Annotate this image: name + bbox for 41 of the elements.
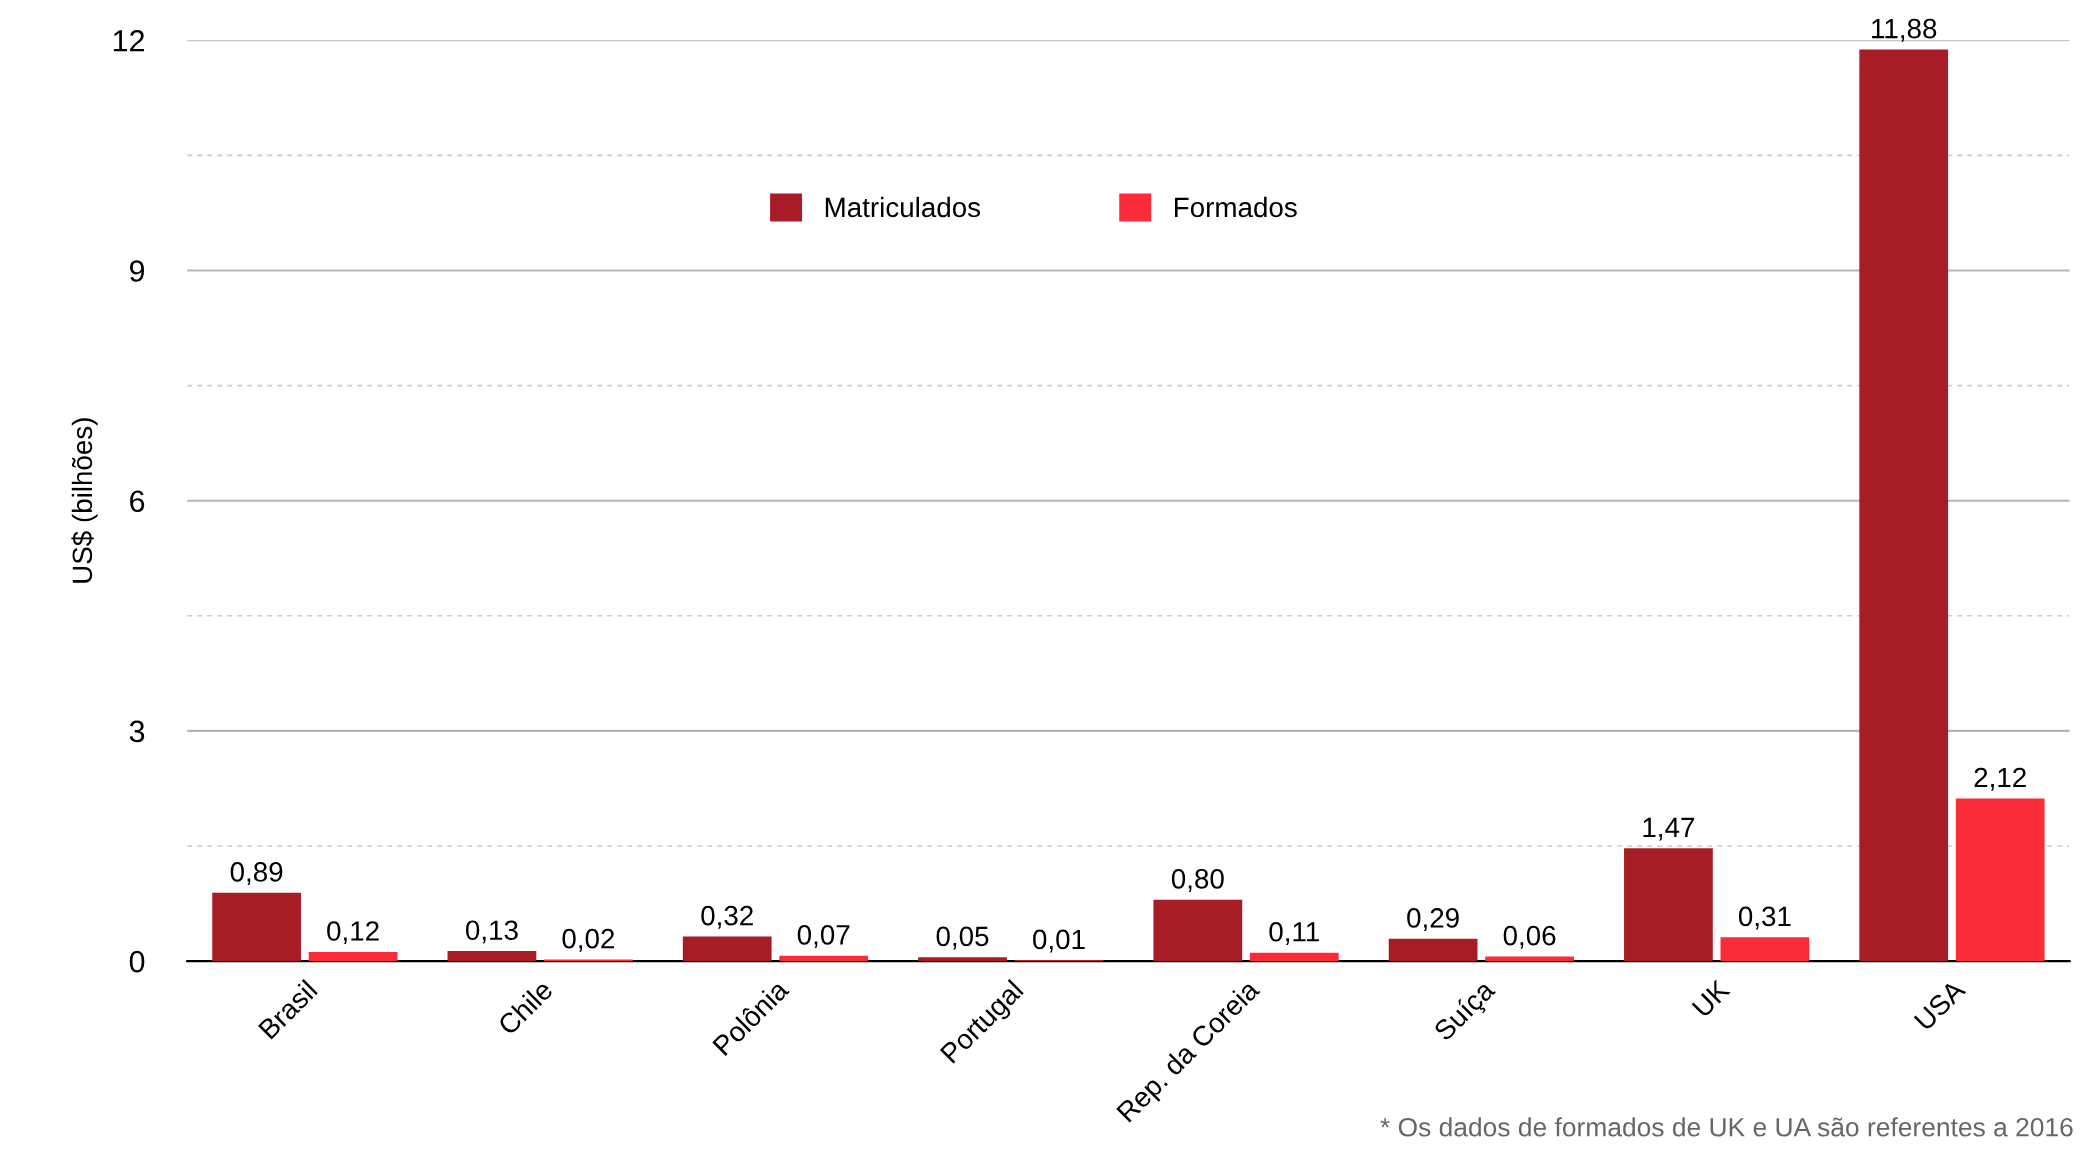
bar: [212, 892, 301, 962]
data-label: 0,07: [797, 925, 850, 948]
bar: [1955, 798, 2045, 962]
bar: [308, 951, 398, 962]
data-label: 0,05: [936, 926, 989, 950]
bar: [1720, 937, 1810, 962]
data-label: 0,13: [465, 920, 518, 944]
bar: [682, 936, 772, 962]
legend-label: Formados: [1175, 196, 1297, 218]
data-label: 0,06: [1503, 925, 1556, 949]
bar: [1249, 952, 1339, 962]
data-label: 0,11: [1269, 921, 1319, 945]
data-label: 0,29: [1407, 908, 1459, 932]
text: * Os dados de formados de UK e UA são referentes a 2016: [1380, 1117, 2073, 1137]
y-tick-label: 9: [129, 260, 145, 282]
bar: [447, 951, 537, 962]
bar: [918, 957, 1007, 962]
data-label: 0,80: [1171, 868, 1224, 892]
data-label: 0,89: [230, 862, 283, 886]
bar: [1153, 899, 1243, 962]
y-tick-label: 12: [113, 30, 144, 52]
y-tick-label: 3: [129, 720, 145, 743]
bar: [1388, 938, 1478, 962]
x-tick-label: USA: [1913, 978, 1967, 1032]
y-tick-label: 6: [130, 490, 145, 513]
data-label: 1,47: [1643, 817, 1695, 841]
data-label: 0,01: [1033, 929, 1085, 953]
y-axis-title: US$ (bilhões): [71, 418, 98, 583]
data-label: 0,32: [701, 905, 753, 929]
y-tick-label: 0: [129, 950, 145, 973]
bar: [1624, 848, 1713, 962]
bar: [1859, 49, 1949, 962]
bar: [779, 955, 869, 962]
data-label: 11,88: [1872, 18, 1937, 42]
legend-label: Matriculados: [825, 196, 981, 218]
x-tick-label: UK: [1691, 978, 1731, 1018]
bar: [1485, 956, 1574, 962]
data-label: 0,12: [327, 921, 379, 945]
data-label: 2,12: [1974, 767, 2026, 791]
data-label: 0,31: [1738, 906, 1791, 930]
data-label: 0,02: [562, 928, 615, 952]
